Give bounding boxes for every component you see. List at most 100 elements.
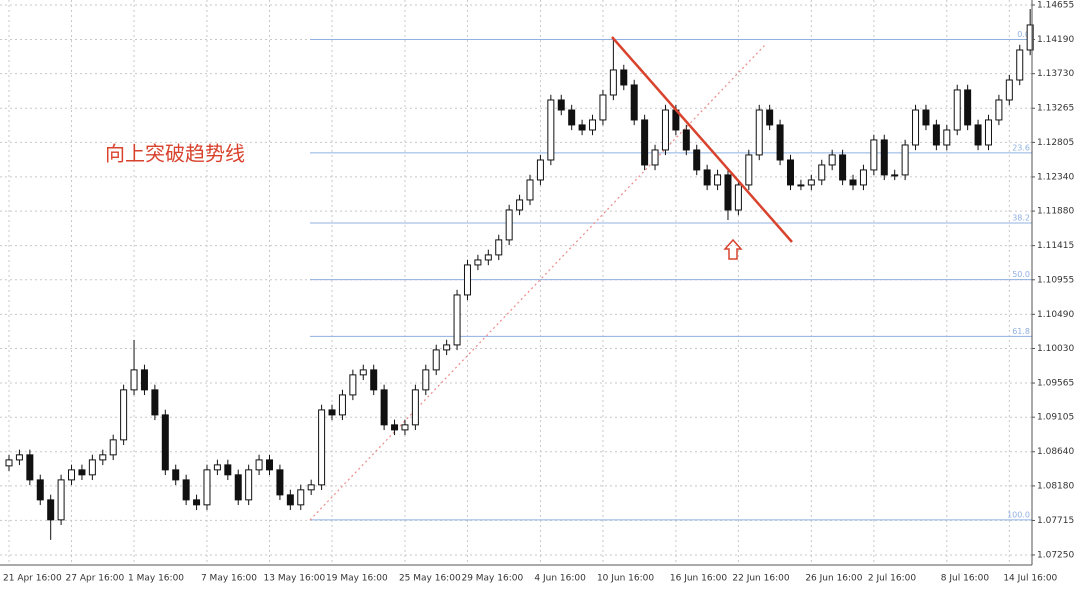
y-tick-label: 1.14190 [1037, 35, 1074, 45]
fib-label: 50.0 [1012, 270, 1030, 279]
y-tick-label: 1.08640 [1037, 447, 1074, 457]
fib-label: 38.2 [1012, 213, 1030, 222]
y-tick-label: 1.09105 [1037, 413, 1074, 423]
x-tick-label: 27 Apr 16:00 [66, 574, 125, 584]
y-tick-label: 1.12805 [1037, 138, 1074, 148]
candle-body [745, 154, 753, 186]
candle-body [484, 254, 492, 261]
x-tick-label: 10 Jun 16:00 [597, 574, 654, 584]
candle-body [99, 454, 107, 461]
x-tick-label: 22 Jun 16:00 [732, 574, 789, 584]
candle-body [401, 424, 409, 431]
candle-body [203, 469, 211, 506]
candle-body [557, 99, 565, 111]
candle-body [547, 99, 555, 161]
candle-body [193, 499, 201, 506]
candle-body [828, 154, 836, 166]
candle-body [36, 479, 44, 501]
candle-body [661, 109, 669, 151]
y-tick-label: 1.14655 [1037, 0, 1074, 10]
candle-body [370, 369, 378, 391]
x-tick-label: 14 Jul 16:00 [1003, 574, 1057, 584]
y-tick-label: 1.10490 [1037, 310, 1074, 320]
candle-body [5, 459, 13, 467]
trend-line [611, 36, 793, 243]
candle-body [182, 479, 190, 501]
y-tick-label: 1.07250 [1037, 550, 1074, 560]
candle-body [589, 119, 597, 131]
y-tick-label: 1.11415 [1037, 241, 1074, 251]
candle-body [172, 469, 180, 481]
candle-body [922, 109, 930, 126]
candle-body [411, 389, 419, 426]
candle-body [432, 349, 440, 371]
x-tick-label: 4 Jun 16:00 [534, 574, 586, 584]
candle-body [703, 169, 711, 186]
fib-label: 23.6 [1012, 143, 1030, 152]
candle-body [245, 469, 253, 501]
annotation: 向上突破趋势线 [105, 142, 245, 166]
candle-body [693, 149, 701, 171]
candle-body [1016, 49, 1024, 81]
y-tick-label: 1.10955 [1037, 275, 1074, 285]
x-tick-label: 7 May 16:00 [201, 574, 257, 584]
candle-body [255, 459, 263, 471]
candle-body [974, 124, 982, 146]
x-tick-label: 25 May 16:00 [399, 574, 461, 584]
x-tick-label: 21 Apr 16:00 [3, 574, 62, 584]
candle-body [328, 409, 336, 416]
candle-body [140, 369, 148, 391]
candle-body [495, 239, 503, 256]
candle-body [474, 259, 482, 266]
candle-body [151, 389, 159, 416]
candle-body [15, 454, 23, 461]
y-tick-label: 1.13730 [1037, 69, 1074, 79]
candle-body [391, 424, 399, 431]
x-tick-label: 16 Jun 16:00 [670, 574, 727, 584]
candle-body [620, 69, 628, 86]
candle-body [516, 199, 524, 211]
fib-base-line [309, 44, 766, 521]
candle-body [891, 174, 899, 177]
candle-body [859, 169, 867, 186]
candle-body [797, 184, 805, 187]
candle-body [307, 484, 315, 491]
candle-body [724, 174, 732, 211]
candle-body [130, 369, 138, 391]
candle-body [766, 109, 774, 126]
candle-body [88, 459, 96, 476]
y-tick-label: 1.07715 [1037, 516, 1074, 526]
candle-body [755, 109, 763, 156]
candle-body [943, 129, 951, 146]
candle-body [1026, 24, 1034, 51]
candle-body [234, 474, 242, 501]
candle-body [734, 184, 742, 211]
y-tick-label: 1.10030 [1037, 344, 1074, 354]
candle-body [787, 159, 794, 186]
candle-body [359, 369, 367, 376]
axis-labels: 1.14655 1.14190 1.13730 1.13265 1.12805 1.123… [3, 0, 1074, 583]
candle-body [463, 264, 471, 296]
candle-body [266, 459, 273, 471]
candle-body [78, 469, 86, 476]
candle-body [651, 149, 659, 166]
candle-body [609, 69, 617, 96]
candle-body [536, 159, 544, 181]
x-tick-label: 8 Jul 16:00 [941, 574, 990, 584]
candle-body [964, 89, 972, 126]
candle-body [901, 144, 909, 176]
x-tick-label: 19 May 16:00 [326, 574, 388, 584]
candle-body [443, 344, 451, 351]
y-tick-label: 1.11880 [1037, 207, 1074, 217]
candle-body [286, 494, 294, 506]
x-tick-label: 26 Jun 16:00 [805, 574, 862, 584]
candle-body [68, 469, 76, 481]
candle-body [276, 469, 284, 496]
candle-body [599, 94, 607, 121]
x-tick-label: 29 May 16:00 [461, 574, 523, 584]
y-tick-label: 1.08180 [1037, 481, 1074, 491]
grid-layer [0, 0, 1032, 565]
candle-body [109, 439, 117, 456]
